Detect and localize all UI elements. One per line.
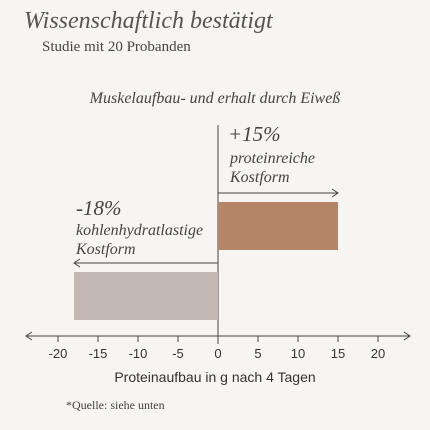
footnote: *Quelle: siehe unten bbox=[66, 398, 165, 412]
chart-title: Muskelaufbau- und erhalt durch Eiweß bbox=[89, 90, 341, 107]
bar-arrow-head bbox=[331, 188, 339, 198]
x-tick-label: 10 bbox=[291, 346, 305, 361]
value-label: +15% bbox=[228, 122, 281, 146]
x-tick-label: -5 bbox=[172, 346, 184, 361]
x-tick-label: -20 bbox=[49, 346, 68, 361]
x-tick-label: 20 bbox=[371, 346, 385, 361]
x-tick-label: 0 bbox=[214, 346, 221, 361]
value-label: -18% bbox=[76, 196, 122, 220]
title: Wissenschaftlich bestätigt bbox=[24, 8, 273, 34]
x-tick-label: -15 bbox=[89, 346, 108, 361]
category-label: proteinreiche Kostform bbox=[230, 150, 316, 186]
axis-arrow bbox=[25, 331, 33, 341]
x-tick-label: 15 bbox=[331, 346, 345, 361]
category-label: kohlenhydratlastige Kostform bbox=[76, 222, 204, 258]
bar-arrow-head bbox=[73, 258, 81, 268]
x-tick-label: 5 bbox=[254, 346, 261, 361]
bar bbox=[74, 272, 218, 320]
x-tick-label: -10 bbox=[129, 346, 148, 361]
x-axis-label: Proteinaufbau in g nach 4 Tagen bbox=[114, 369, 316, 385]
bar bbox=[218, 202, 338, 250]
axis-arrow bbox=[403, 331, 411, 341]
subtitle: Studie mit 20 Probanden bbox=[42, 39, 191, 55]
